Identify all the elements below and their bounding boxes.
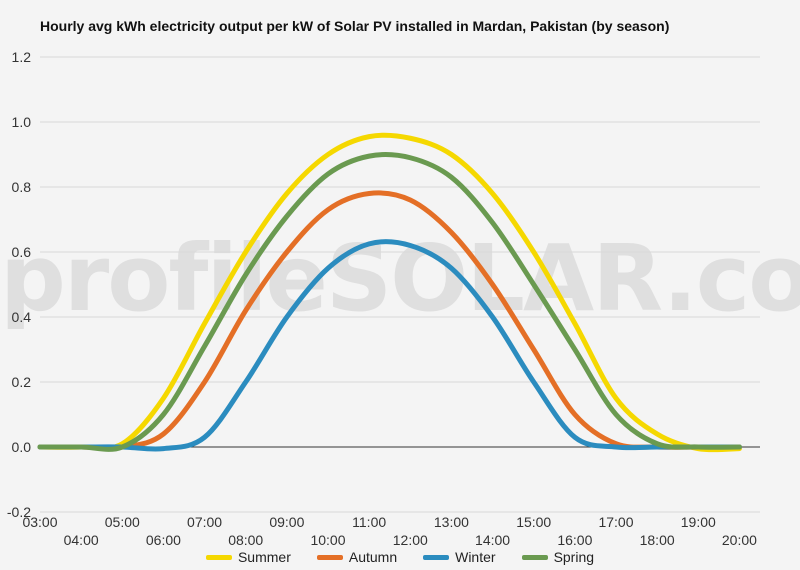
y-axis: -0.2 0.0 0.2 0.4 0.6 0.8 1.0 1.2 [7,49,31,520]
x-tick-label: 16:00 [557,532,592,548]
y-tick-label: 0.2 [12,374,32,390]
x-tick-label: 11:00 [352,514,386,530]
series-line-summer [37,132,742,453]
legend-label: Spring [553,549,595,565]
series-line-spring [37,152,742,452]
legend-label: Autumn [348,549,398,565]
legend-item-summer: Summer [205,549,291,565]
x-tick-label: 06:00 [146,532,181,548]
x-tick-label: 08:00 [228,532,263,548]
y-tick-label: 0.4 [12,309,32,325]
x-tick-label: 20:00 [722,532,757,548]
y-tick-label: 0.6 [12,244,32,260]
series-lines [37,132,742,453]
y-tick-label: 1.2 [12,49,32,65]
y-tick-label: 0.0 [12,439,32,455]
legend-swatch [521,554,548,560]
x-tick-label: 03:00 [22,514,57,530]
legend-swatch [423,554,450,560]
x-tick-label: 17:00 [598,514,633,530]
x-tick-label: 07:00 [187,514,222,530]
x-tick-label: 18:00 [640,532,675,548]
x-tick-label: 19:00 [681,514,716,530]
y-tick-label: -0.2 [7,504,31,520]
legend-label: Winter [455,549,496,565]
x-tick-label: 10:00 [310,532,345,548]
chart-title: Hourly avg kWh electricity output per kW… [40,18,670,34]
x-tick-label: 09:00 [269,514,304,530]
grid-lines [40,56,760,513]
legend: Summer Autumn Winter Spring [0,549,800,565]
y-tick-label: 0.8 [12,179,32,195]
legend-item-winter: Winter [423,549,496,565]
x-tick-label: 14:00 [475,532,510,548]
legend-item-autumn: Autumn [316,549,398,565]
series-line-autumn [37,190,742,451]
legend-swatch [205,554,232,560]
x-tick-label: 15:00 [516,514,551,530]
legend-label: Summer [237,549,291,565]
series-line-winter [37,239,742,452]
y-tick-label: 1.0 [12,114,32,130]
legend-swatch [316,554,343,560]
x-axis: 03:00 04:00 05:00 06:00 07:00 08:00 09:00 10:00… [22,514,757,548]
x-tick-label: 04:00 [64,532,99,548]
x-tick-label: 05:00 [105,514,140,530]
legend-item-spring: Spring [521,549,595,565]
x-tick-label: 13:00 [434,514,469,530]
x-tick-label: 12:00 [393,532,428,548]
